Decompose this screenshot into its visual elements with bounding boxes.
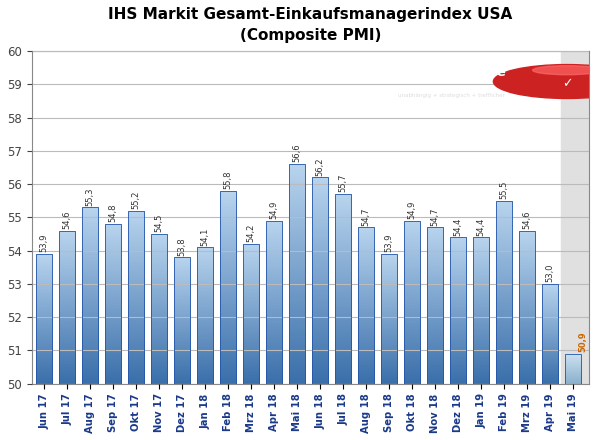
Bar [496, 201, 512, 384]
Title: IHS Markit Gesamt-Einkaufsmanagerindex USA
(Composite PMI): IHS Markit Gesamt-Einkaufsmanagerindex U… [108, 7, 513, 43]
Text: 56,6: 56,6 [293, 144, 302, 162]
Bar [59, 231, 75, 384]
Text: 55,2: 55,2 [132, 191, 141, 209]
Text: 54,9: 54,9 [269, 201, 278, 219]
Text: 53,9: 53,9 [40, 234, 49, 252]
Bar [450, 237, 466, 384]
Text: 54,4: 54,4 [476, 217, 486, 235]
Bar [151, 234, 167, 384]
Bar [542, 284, 558, 384]
Text: 54,5: 54,5 [154, 214, 164, 232]
Text: 53,9: 53,9 [384, 234, 393, 252]
Text: 54,1: 54,1 [201, 227, 210, 246]
Text: 53,8: 53,8 [178, 237, 187, 256]
Text: 54,4: 54,4 [454, 217, 462, 235]
Text: 54,6: 54,6 [63, 210, 72, 229]
Text: 54,8: 54,8 [108, 204, 117, 222]
Bar [381, 254, 397, 384]
Bar [197, 247, 213, 384]
Bar [243, 244, 259, 384]
Text: 54,9: 54,9 [408, 201, 417, 219]
Text: 54,7: 54,7 [362, 207, 371, 226]
Text: 54,7: 54,7 [430, 207, 439, 226]
Bar [128, 211, 144, 384]
Bar [561, 51, 589, 384]
Bar [266, 220, 282, 384]
Bar [174, 257, 190, 384]
Text: 55,7: 55,7 [339, 174, 347, 192]
Bar [36, 254, 52, 384]
Bar [427, 227, 443, 384]
Text: 55,8: 55,8 [224, 171, 232, 189]
Bar [404, 220, 420, 384]
Text: 50,9: 50,9 [578, 331, 587, 352]
Text: 55,5: 55,5 [499, 181, 508, 199]
Bar [335, 194, 351, 384]
Bar [519, 231, 535, 384]
Bar [358, 227, 374, 384]
Text: 55,3: 55,3 [86, 187, 95, 205]
Bar [289, 164, 305, 384]
Bar [105, 224, 121, 384]
Bar [565, 354, 581, 384]
Bar [473, 237, 489, 384]
Bar [82, 207, 98, 384]
Bar [220, 191, 236, 384]
Text: 56,2: 56,2 [315, 157, 325, 176]
Text: 54,2: 54,2 [247, 224, 256, 242]
Text: 53,0: 53,0 [545, 264, 554, 282]
Bar [312, 177, 328, 384]
Text: 54,6: 54,6 [523, 210, 532, 229]
